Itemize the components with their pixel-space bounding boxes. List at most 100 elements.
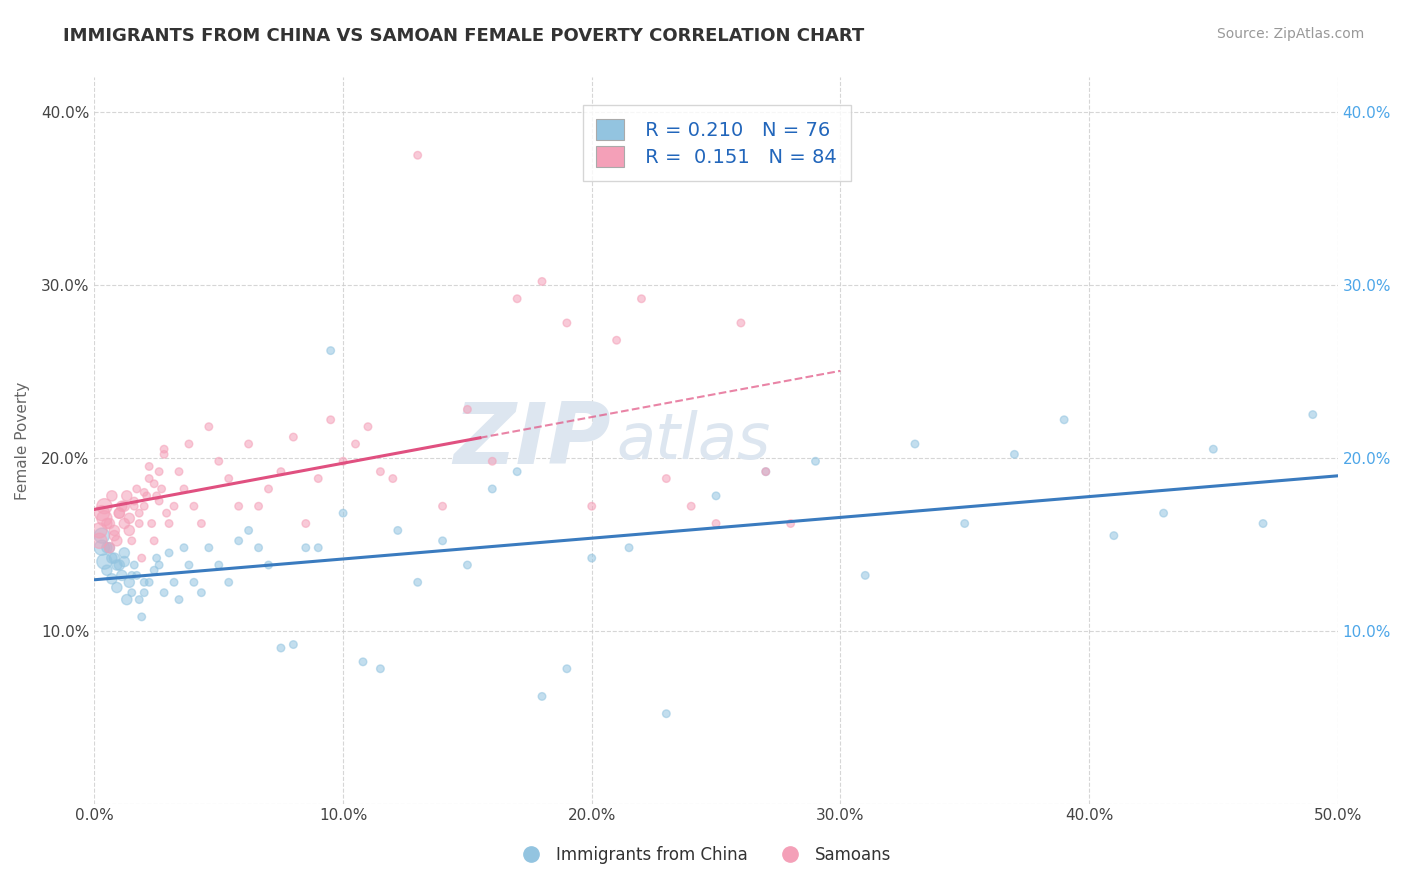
- Point: [307, 472, 329, 486]
- Point: [145, 551, 167, 566]
- Point: [755, 465, 778, 479]
- Point: [332, 454, 354, 468]
- Point: [108, 506, 131, 520]
- Point: [370, 465, 392, 479]
- Point: [115, 489, 138, 503]
- Point: [1302, 408, 1324, 422]
- Point: [190, 516, 212, 531]
- Text: ZIP: ZIP: [453, 399, 610, 482]
- Point: [98, 541, 121, 555]
- Point: [96, 516, 118, 531]
- Point: [96, 563, 118, 577]
- Point: [432, 500, 454, 514]
- Point: [319, 413, 342, 427]
- Point: [157, 546, 180, 560]
- Point: [406, 148, 429, 162]
- Legend: Immigrants from China, Samoans: Immigrants from China, Samoans: [508, 839, 898, 871]
- Point: [655, 706, 678, 721]
- Point: [155, 506, 177, 520]
- Point: [257, 482, 280, 496]
- Point: [143, 563, 166, 577]
- Point: [208, 558, 231, 572]
- Point: [387, 524, 409, 538]
- Point: [108, 506, 131, 520]
- Point: [122, 500, 145, 514]
- Point: [93, 511, 115, 525]
- Point: [295, 516, 318, 531]
- Point: [98, 516, 121, 531]
- Point: [655, 472, 678, 486]
- Point: [134, 485, 156, 500]
- Point: [103, 551, 125, 566]
- Point: [344, 437, 367, 451]
- Point: [283, 430, 305, 444]
- Point: [381, 472, 404, 486]
- Point: [148, 465, 170, 479]
- Point: [681, 500, 703, 514]
- Point: [90, 528, 112, 542]
- Point: [190, 585, 212, 599]
- Point: [134, 575, 156, 590]
- Point: [125, 482, 148, 496]
- Point: [112, 500, 135, 514]
- Point: [1251, 516, 1274, 531]
- Point: [247, 541, 270, 555]
- Point: [141, 516, 163, 531]
- Point: [153, 447, 176, 461]
- Point: [153, 585, 176, 599]
- Point: [122, 494, 145, 508]
- Point: [218, 472, 240, 486]
- Point: [307, 541, 329, 555]
- Point: [89, 533, 111, 548]
- Point: [270, 640, 292, 655]
- Point: [98, 541, 121, 555]
- Point: [128, 506, 150, 520]
- Point: [530, 275, 553, 289]
- Point: [581, 551, 603, 566]
- Point: [112, 546, 135, 560]
- Point: [135, 489, 157, 503]
- Point: [128, 516, 150, 531]
- Point: [90, 506, 112, 520]
- Point: [177, 558, 200, 572]
- Point: [332, 506, 354, 520]
- Point: [111, 568, 134, 582]
- Text: atlas: atlas: [617, 409, 770, 472]
- Point: [183, 575, 205, 590]
- Point: [163, 500, 186, 514]
- Point: [153, 442, 176, 457]
- Point: [122, 558, 145, 572]
- Point: [105, 581, 128, 595]
- Point: [357, 419, 380, 434]
- Point: [173, 541, 195, 555]
- Point: [481, 454, 503, 468]
- Point: [1102, 528, 1125, 542]
- Point: [779, 516, 801, 531]
- Point: [157, 516, 180, 531]
- Point: [319, 343, 342, 358]
- Point: [131, 551, 153, 566]
- Point: [177, 437, 200, 451]
- Point: [456, 558, 478, 572]
- Point: [218, 575, 240, 590]
- Point: [853, 568, 876, 582]
- Point: [198, 419, 221, 434]
- Point: [530, 690, 553, 704]
- Point: [128, 592, 150, 607]
- Point: [228, 533, 250, 548]
- Point: [131, 610, 153, 624]
- Point: [101, 489, 124, 503]
- Point: [105, 533, 128, 548]
- Point: [121, 585, 143, 599]
- Point: [352, 655, 374, 669]
- Point: [93, 555, 115, 569]
- Point: [108, 558, 131, 572]
- Point: [138, 472, 160, 486]
- Legend:  R = 0.210   N = 76,  R =  0.151   N = 84: R = 0.210 N = 76, R = 0.151 N = 84: [583, 105, 851, 181]
- Point: [163, 575, 186, 590]
- Point: [630, 292, 652, 306]
- Point: [101, 572, 124, 586]
- Point: [89, 524, 111, 538]
- Point: [93, 500, 115, 514]
- Point: [103, 524, 125, 538]
